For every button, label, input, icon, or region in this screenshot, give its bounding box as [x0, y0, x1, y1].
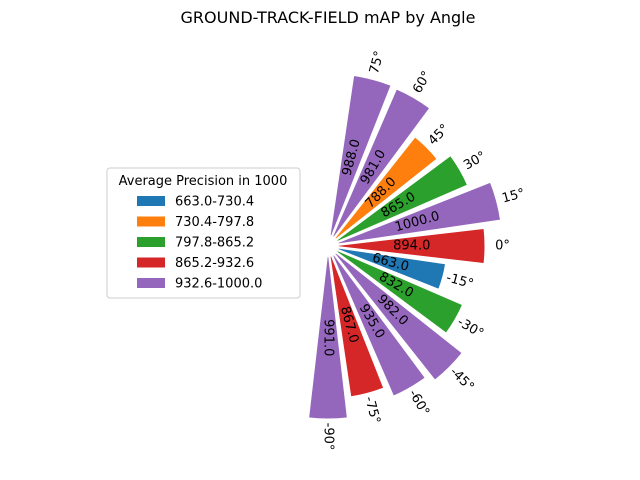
bar--30° — [334, 248, 465, 336]
legend-title: Average Precision in 1000 — [119, 174, 288, 189]
legend-label-5: 932.6-1000.0 — [175, 277, 262, 292]
legend-swatch-2 — [137, 216, 165, 227]
legend-label-3: 797.8-865.2 — [175, 236, 254, 251]
bar--75° — [328, 254, 386, 399]
legend-swatch-1 — [137, 196, 165, 206]
angle-label-30°: 30° — [461, 149, 488, 174]
bar-30° — [334, 153, 470, 244]
angle-label-45°: 45° — [426, 122, 453, 149]
angle-label--15°: -15° — [444, 270, 475, 292]
angle-label-15°: 15° — [500, 186, 526, 206]
legend-entries: 663.0-730.4 730.4-797.8 797.8-865.2 865.2-9… — [137, 195, 262, 292]
legend-label-2: 730.4-797.8 — [175, 215, 254, 230]
bar-60° — [330, 86, 432, 240]
bar--15° — [336, 246, 448, 292]
chart-title: GROUND-TRACK-FIELD mAP by Angle — [181, 8, 476, 27]
bar--45° — [332, 250, 465, 383]
angle-label-75°: 75° — [367, 49, 387, 75]
bar-75° — [328, 73, 393, 238]
bar-15° — [336, 180, 503, 246]
legend-swatch-3 — [137, 237, 165, 247]
angle-label--75°: -75° — [361, 395, 383, 426]
bar-0° — [336, 226, 487, 266]
bars-layer — [306, 73, 503, 421]
legend-swatch-5 — [137, 278, 165, 288]
bar-45° — [332, 134, 440, 242]
bar--90° — [306, 254, 350, 421]
angle-label--60°: -60° — [405, 387, 432, 419]
value-label-0°: 894.0 — [393, 239, 430, 254]
bar--60° — [330, 252, 428, 399]
angle-label--90°: -90° — [321, 423, 336, 451]
legend-swatch-4 — [137, 257, 165, 268]
legend: Average Precision in 1000 663.0-730.4 730… — [106, 167, 301, 299]
angle-label-0°: 0° — [495, 239, 510, 254]
legend-label-4: 865.2-932.6 — [175, 256, 254, 271]
angle-label-60°: 60° — [410, 69, 435, 96]
angle-label--45°: -45° — [447, 365, 477, 395]
legend-label-1: 663.0-730.4 — [175, 195, 254, 210]
angle-label--30°: -30° — [455, 315, 487, 342]
value-label--90°: 991.0 — [321, 319, 336, 356]
